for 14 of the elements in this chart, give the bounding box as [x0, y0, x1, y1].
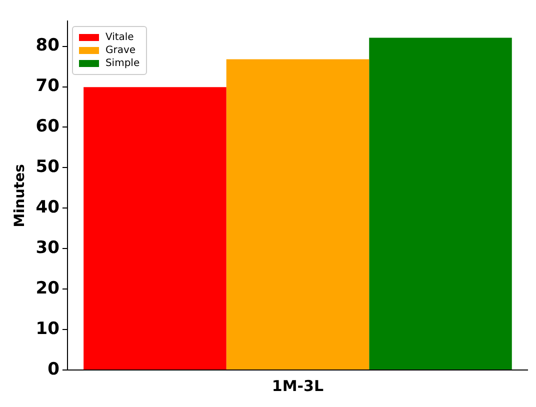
y-tick-label: 30	[36, 238, 60, 258]
y-tick-label: 10	[36, 318, 60, 339]
x-tick-label: 1M-3L	[272, 376, 324, 395]
y-tick-label: 20	[36, 278, 60, 298]
y-tick-label: 0	[48, 359, 60, 380]
y-tick-label: 70	[36, 76, 60, 96]
y-axis-title: Minutes	[12, 164, 28, 228]
y-tick-label: 40	[36, 198, 60, 218]
y-tick-label: 80	[36, 36, 60, 56]
legend-label: Vitale	[105, 32, 134, 44]
y-tick-label: 50	[36, 157, 60, 178]
legend-label: Simple	[105, 58, 140, 70]
y-tick-label: 60	[36, 116, 60, 137]
legend-label: Grave	[105, 45, 136, 56]
